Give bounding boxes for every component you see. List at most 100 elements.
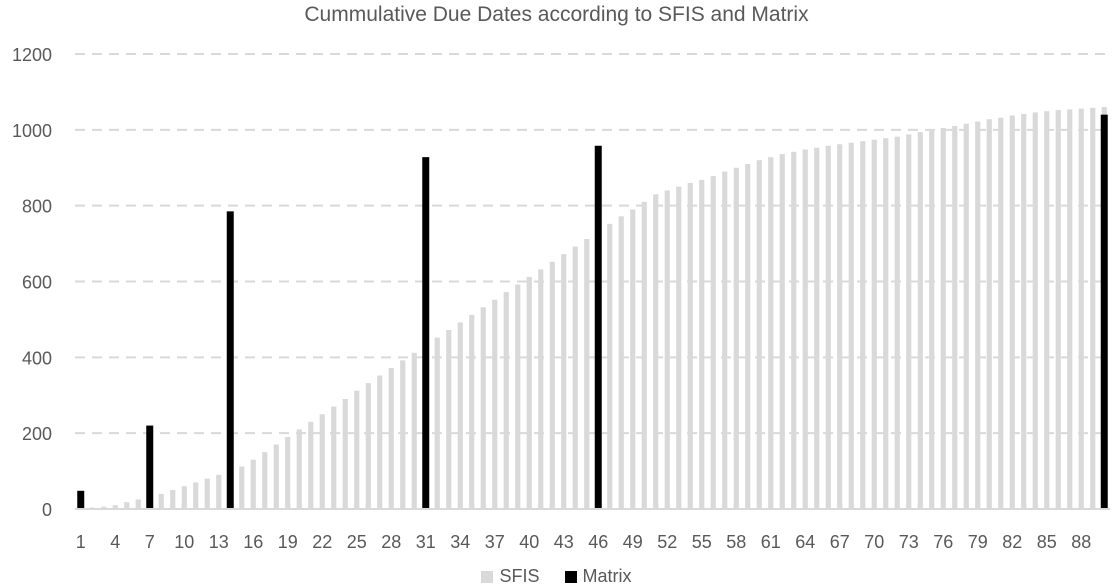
- y-tick-label: 400: [22, 348, 52, 368]
- sfis-bar: [676, 186, 682, 510]
- sfis-bar: [526, 276, 532, 509]
- x-tick-label: 4: [110, 532, 120, 552]
- sfis-bar: [469, 314, 475, 509]
- y-tick-label: 0: [42, 500, 52, 520]
- sfis-bar: [112, 505, 118, 509]
- sfis-bar: [825, 145, 831, 509]
- sfis-bar: [653, 194, 659, 509]
- legend-item-sfis[interactable]: SFIS: [481, 566, 540, 587]
- sfis-bar: [883, 138, 889, 510]
- x-tick-label: 70: [864, 532, 884, 552]
- matrix-bar: [594, 145, 602, 509]
- sfis-bar: [216, 474, 222, 509]
- matrix-bar: [422, 157, 430, 509]
- legend-label-matrix: Matrix: [582, 566, 632, 586]
- x-tick-label: 16: [243, 532, 263, 552]
- sfis-bar: [446, 330, 452, 509]
- sfis-bar: [515, 284, 521, 509]
- y-axis-ticks: 0 200 400 600 800 1000 1200: [12, 45, 52, 520]
- y-tick-label: 1200: [12, 45, 52, 65]
- sfis-bar: [480, 307, 486, 509]
- sfis-bar: [584, 239, 590, 510]
- sfis-bar: [917, 132, 923, 509]
- sfis-bar: [170, 490, 176, 509]
- sfis-bar: [906, 134, 912, 509]
- sfis-bar: [1032, 112, 1038, 510]
- sfis-bar: [538, 269, 544, 509]
- matrix-series: [77, 114, 1108, 510]
- sfis-series: [78, 107, 1107, 510]
- matrix-bar: [226, 211, 234, 509]
- sfis-bar: [193, 482, 199, 509]
- sfis-bar: [1009, 115, 1015, 510]
- sfis-bar: [457, 322, 463, 509]
- sfis-bar: [894, 136, 900, 510]
- x-tick-label: 76: [933, 532, 953, 552]
- sfis-bar: [929, 130, 935, 509]
- sfis-bar: [262, 452, 268, 509]
- sfis-bar: [319, 414, 325, 509]
- sfis-bar: [365, 383, 371, 509]
- x-tick-label: 46: [588, 532, 608, 552]
- matrix-bar: [77, 490, 85, 509]
- x-tick-label: 28: [381, 532, 401, 552]
- legend-item-matrix[interactable]: Matrix: [564, 566, 632, 587]
- x-tick-label: 22: [312, 532, 332, 552]
- sfis-bar: [814, 147, 820, 509]
- sfis-bar: [400, 360, 406, 509]
- sfis-bar: [710, 176, 716, 509]
- legend-swatch-matrix: [564, 570, 577, 583]
- sfis-bar: [503, 292, 509, 509]
- x-axis-ticks: 1 4 7 10 13 16 19 22 25 28 31 34 37 40 43 46 49 52 55 58 61 6…: [76, 532, 1092, 552]
- sfis-bar: [434, 337, 440, 509]
- sfis-bar: [940, 127, 946, 509]
- chart-title: Cummulative Due Dates according to SFIS …: [304, 3, 809, 26]
- sfis-bar: [1090, 107, 1096, 509]
- x-tick-label: 52: [657, 532, 677, 552]
- x-tick-label: 7: [145, 532, 155, 552]
- sfis-bar: [975, 121, 981, 509]
- sfis-bar: [239, 466, 245, 509]
- y-tick-label: 1000: [12, 121, 52, 141]
- sfis-bar: [388, 367, 394, 509]
- sfis-bar: [354, 390, 360, 509]
- x-tick-label: 13: [209, 532, 229, 552]
- x-tick-label: 85: [1037, 532, 1057, 552]
- sfis-bar: [204, 478, 210, 509]
- sfis-bar: [837, 144, 843, 509]
- sfis-bar: [572, 246, 578, 509]
- sfis-bar: [1078, 108, 1084, 509]
- x-tick-label: 58: [726, 532, 746, 552]
- sfis-bar: [549, 261, 555, 509]
- x-tick-label: 10: [174, 532, 194, 552]
- x-tick-label: 55: [692, 532, 712, 552]
- x-tick-label: 19: [278, 532, 298, 552]
- legend-swatch-sfis: [481, 570, 494, 583]
- sfis-bar: [158, 493, 164, 509]
- sfis-bar: [331, 406, 337, 509]
- sfis-bar: [630, 209, 636, 510]
- x-tick-label: 82: [1002, 532, 1022, 552]
- x-tick-label: 37: [485, 532, 505, 552]
- sfis-bar: [998, 117, 1004, 509]
- y-tick-label: 200: [22, 424, 52, 444]
- x-tick-label: 73: [899, 532, 919, 552]
- sfis-bar: [377, 375, 383, 509]
- sfis-bar: [802, 149, 808, 510]
- sfis-bar: [986, 119, 992, 509]
- x-tick-label: 49: [623, 532, 643, 552]
- sfis-bar: [342, 399, 348, 509]
- matrix-bar: [1100, 114, 1108, 510]
- sfis-bar: [779, 154, 785, 509]
- sfis-bar: [296, 429, 302, 509]
- sfis-bar: [848, 142, 854, 509]
- sfis-bar: [687, 182, 693, 509]
- x-tick-label: 31: [416, 532, 436, 552]
- sfis-bar: [860, 141, 866, 510]
- sfis-bar: [124, 502, 130, 509]
- x-tick-label: 34: [450, 532, 470, 552]
- sfis-bar: [952, 126, 958, 510]
- sfis-bar: [285, 436, 291, 509]
- sfis-bar: [181, 486, 187, 509]
